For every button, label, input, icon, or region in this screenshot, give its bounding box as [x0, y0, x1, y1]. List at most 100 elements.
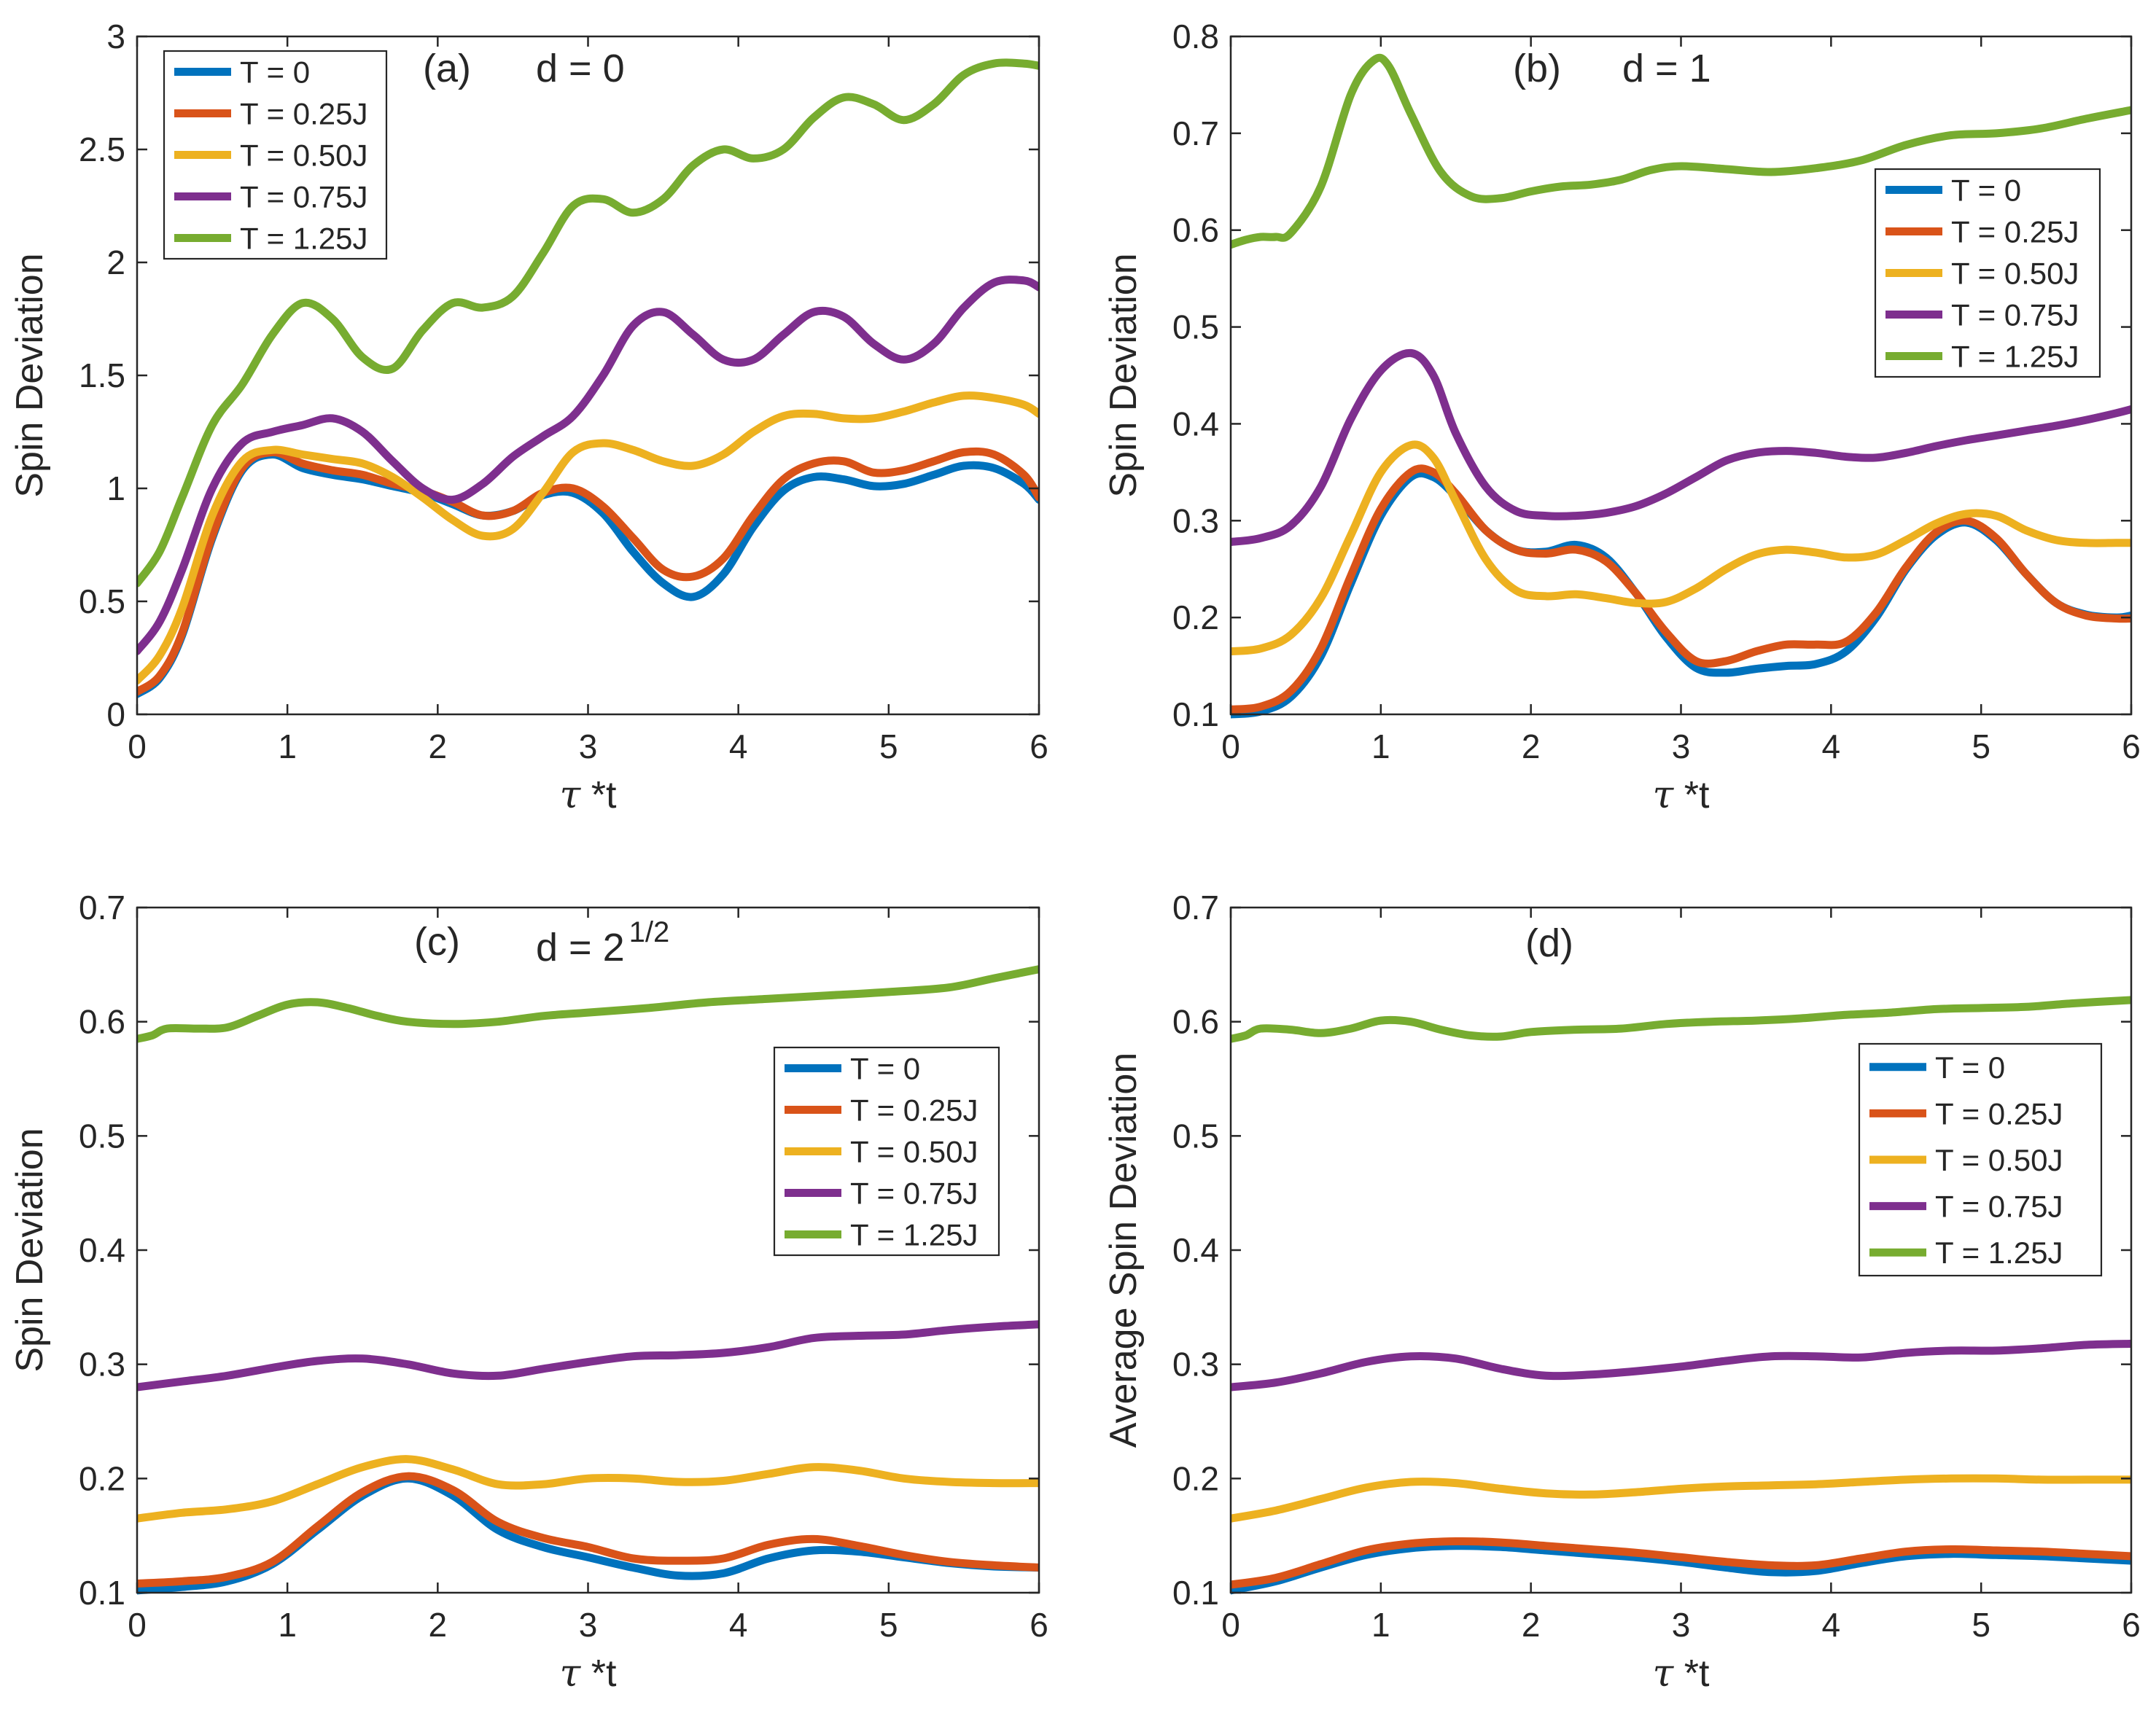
y-tick-label: 0.5 [1172, 308, 1219, 346]
y-tick-label: 0.2 [79, 1459, 125, 1497]
y-tick-label: 0.5 [1172, 1117, 1219, 1155]
series-line-5 [1231, 53, 2131, 249]
y-tick-label: 0.5 [79, 582, 125, 620]
legend: T = 0 T = 0.25J T = 0.50J T = 0.75J T = 1.25… [773, 1046, 1000, 1257]
x-tick-label: 0 [128, 1606, 147, 1644]
y-tick-label: 0.7 [1172, 114, 1219, 152]
x-tick-label: 0 [1221, 1606, 1240, 1644]
panel-a: 0 1 2 3 4 5 6 0 0.5 1 1.5 2 2.5 3 τ *t Spin Deviation (a… [9, 17, 1048, 817]
y-tick-label: 0.2 [1172, 1459, 1219, 1497]
legend-entry: T = 0.25J [1935, 1096, 2063, 1131]
y-tick-label: 0.2 [1172, 598, 1219, 636]
series-group [1231, 996, 2131, 1595]
series-line-4 [137, 276, 1039, 655]
legend-entry: T = 1.25J [240, 222, 368, 256]
x-axis-label-rest: *t [1673, 774, 1710, 816]
series-line-2 [1231, 1537, 2131, 1589]
x-tick-label: 6 [2122, 1606, 2141, 1644]
y-tick-label: 0.1 [1172, 695, 1219, 733]
x-tick-label: 1 [1371, 727, 1390, 765]
x-tick-label: 5 [1972, 727, 1990, 765]
panel-c: 0 1 2 3 4 5 6 0.1 0.2 0.3 0.4 0.5 0.6 0.7 τ *t Spin Dev… [9, 889, 1048, 1695]
x-axis-label-tau: τ [1653, 773, 1675, 817]
y-tick-label: 0.5 [79, 1117, 125, 1155]
y-tick-label: 0.8 [1172, 17, 1219, 55]
series-line-2 [137, 1472, 1039, 1588]
x-axis-label-tau: τ [560, 1652, 582, 1695]
x-tick-label: 6 [1030, 727, 1048, 765]
legend-entry: T = 0 [240, 55, 310, 90]
y-tick-label: 0.4 [1172, 405, 1219, 442]
x-tick-label: 2 [429, 727, 448, 765]
y-tick-label: 0.4 [1172, 1231, 1219, 1269]
y-tick-label: 0.4 [79, 1231, 125, 1269]
y-tick-label: 0.6 [1172, 1003, 1219, 1041]
series-group [137, 58, 1039, 698]
series-line-2 [1231, 464, 2131, 714]
x-axis-label-rest: *t [580, 774, 617, 816]
x-axis-label-rest: *t [1673, 1652, 1710, 1695]
legend: T = 0 T = 0.25J T = 0.50J T = 0.75J T = 1.25… [1874, 168, 2101, 378]
legend-entry: T = 0.50J [1935, 1143, 2063, 1177]
legend-entry: T = 1.25J [1951, 340, 2079, 374]
annotation-base: d = 2 [536, 926, 625, 969]
x-tick-label: 5 [879, 1606, 898, 1644]
y-axis-label: Spin Deviation [1102, 253, 1145, 497]
x-axis-label: τ *t [1653, 1652, 1710, 1695]
x-tick-label: 3 [1672, 1606, 1691, 1644]
panel-label: (b) [1513, 47, 1561, 90]
legend-entry: T = 0 [1951, 173, 2021, 208]
series-line-3 [1231, 1474, 2131, 1523]
x-tick-label: 5 [879, 727, 898, 765]
legend-entry: T = 1.25J [850, 1218, 978, 1252]
panel-b: 0 1 2 3 4 5 6 0.1 0.2 0.3 0.4 0.5 0.6 0.7 0.8 τ *t Spin … [1102, 17, 2141, 817]
x-tick-label: 4 [1822, 727, 1841, 765]
y-tick-label: 1.5 [79, 356, 125, 394]
legend-entry: T = 0.50J [850, 1135, 978, 1169]
y-axis-label: Spin Deviation [9, 253, 51, 497]
panel-label: (d) [1525, 921, 1573, 965]
y-tick-label: 0.1 [1172, 1574, 1219, 1612]
legend-entry: T = 0.75J [240, 180, 368, 214]
legend-entry: T = 0 [850, 1052, 920, 1086]
x-tick-label: 2 [1522, 727, 1541, 765]
x-axis-label: τ *t [1653, 773, 1710, 817]
annotation-base: d = 0 [536, 47, 625, 90]
x-tick-label: 2 [1522, 1606, 1541, 1644]
series-line-3 [137, 1455, 1039, 1523]
legend-entry: T = 0.25J [850, 1093, 978, 1128]
y-tick-label: 0.3 [79, 1346, 125, 1384]
y-tick-label: 0 [106, 695, 125, 733]
y-tick-label: 2.5 [79, 130, 125, 168]
legend-entry: T = 1.25J [1935, 1236, 2063, 1270]
legend: T = 0 T = 0.25J T = 0.50J T = 0.75J T = 1.25… [163, 50, 388, 260]
panel-label: (c) [414, 920, 460, 964]
x-tick-label: 0 [1221, 727, 1240, 765]
legend-entry: T = 0.75J [1935, 1190, 2063, 1224]
series-line-5 [137, 58, 1039, 588]
x-axis-label-rest: *t [580, 1652, 617, 1695]
y-tick-label: 0.7 [79, 889, 125, 926]
annotation-base: d = 1 [1622, 47, 1711, 90]
y-tick-label: 0.3 [1172, 1346, 1219, 1384]
series-group [1231, 53, 2131, 719]
panel-d: 0 1 2 3 4 5 6 0.1 0.2 0.3 0.4 0.5 0.6 0.7 τ *t Average … [1102, 889, 2141, 1695]
y-tick-label: 0.1 [79, 1574, 125, 1612]
x-axis-label: τ *t [560, 1652, 617, 1695]
y-axis-label: Spin Deviation [9, 1128, 51, 1372]
series-line-1 [1231, 1542, 2131, 1595]
series-line-3 [137, 391, 1039, 684]
legend-entry: T = 0.50J [240, 138, 368, 173]
legend-entry: T = 0.50J [1951, 257, 2079, 291]
y-tick-label: 0.6 [1172, 211, 1219, 249]
series-line-3 [1231, 440, 2131, 656]
legend-entry: T = 0.75J [1951, 298, 2079, 332]
x-tick-label: 4 [729, 1606, 748, 1644]
x-tick-label: 1 [278, 727, 297, 765]
y-tick-label: 2 [106, 243, 125, 281]
y-tick-label: 3 [106, 17, 125, 55]
panel-annotation: d = 1 [1622, 47, 1711, 90]
legend-entry: T = 0.25J [1951, 215, 2079, 249]
x-axis-label: τ *t [560, 773, 617, 817]
